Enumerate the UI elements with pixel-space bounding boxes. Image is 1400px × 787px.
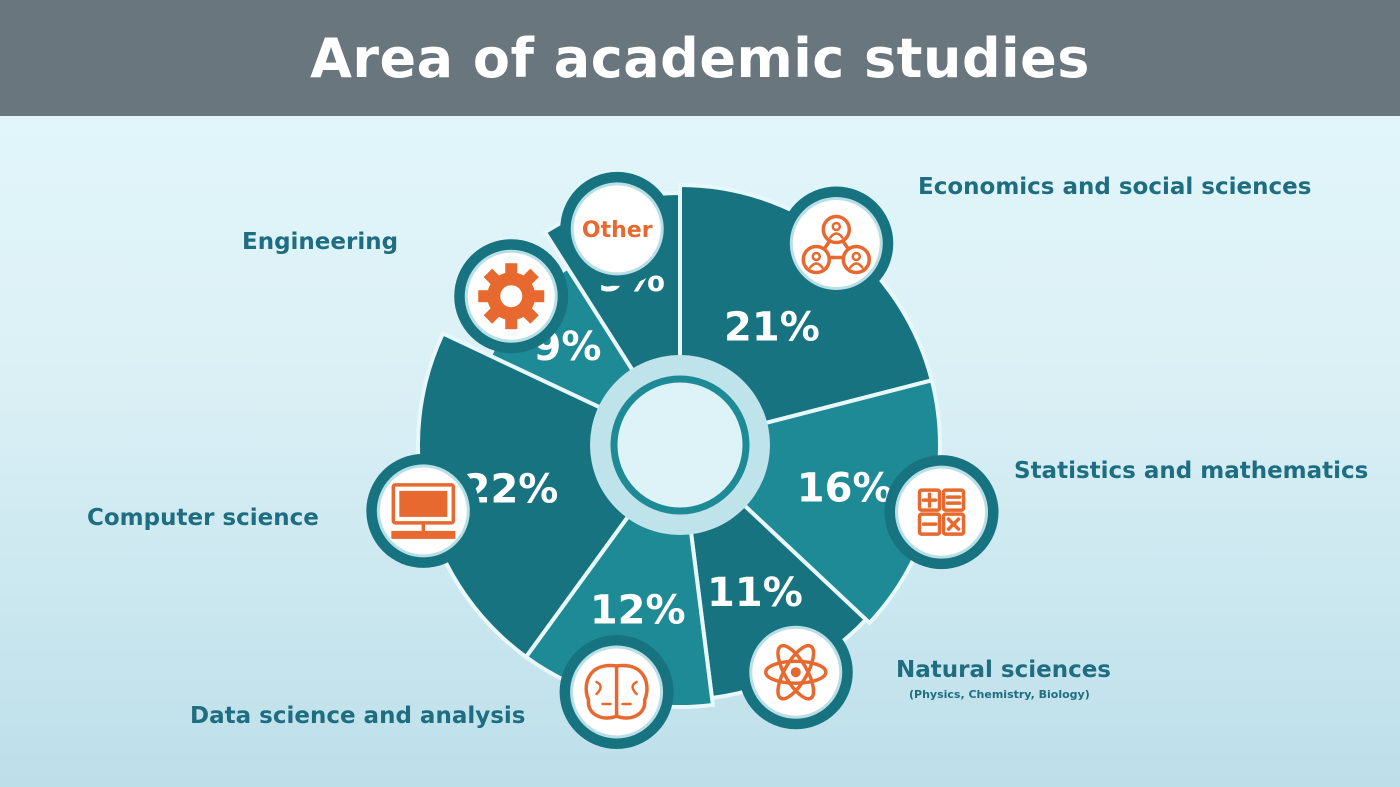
- category-label-natural-sciences: Natural sciences: [896, 657, 1111, 683]
- center-hole: [590, 355, 770, 535]
- calculator-icon: [917, 488, 966, 536]
- atom-icon: [764, 643, 828, 701]
- page-title: Area of academic studies: [310, 26, 1090, 90]
- percent-label-statistics: 16%: [797, 465, 893, 511]
- badge-engineering: [454, 239, 569, 354]
- badge-inner: [570, 182, 664, 276]
- badge-computer-science: [366, 453, 481, 568]
- computer-icon: [391, 483, 456, 539]
- brain-icon: [584, 663, 649, 720]
- badge-natural-sciences: [738, 615, 853, 730]
- badge-economics: [779, 186, 894, 301]
- category-label-statistics: Statistics and mathematics: [1014, 458, 1369, 484]
- other-badge-text: Other: [582, 218, 653, 243]
- badge-inner: [895, 465, 989, 559]
- percent-label-natural-sciences: 11%: [707, 570, 803, 616]
- category-label-computer-science: Computer science: [87, 505, 319, 531]
- category-label-data-science: Data science and analysis: [190, 703, 526, 729]
- percent-label-economics: 21%: [724, 304, 820, 350]
- percent-label-data-science: 12%: [590, 588, 686, 634]
- badge-data-science: [559, 634, 674, 749]
- header-bar: Area of academic studies: [0, 0, 1400, 116]
- category-note-natural-sciences: (Physics, Chemistry, Biology): [909, 688, 1090, 701]
- category-label-engineering: Engineering: [242, 229, 399, 255]
- gear-icon: [478, 263, 545, 330]
- people-network-icon: [801, 214, 872, 275]
- badge-statistics: [884, 455, 999, 570]
- icon-badges-group: Other: [366, 171, 999, 749]
- center-ring-inner: [610, 375, 750, 515]
- badge-other: Other: [560, 171, 675, 286]
- category-label-economics: Economics and social sciences: [918, 174, 1312, 200]
